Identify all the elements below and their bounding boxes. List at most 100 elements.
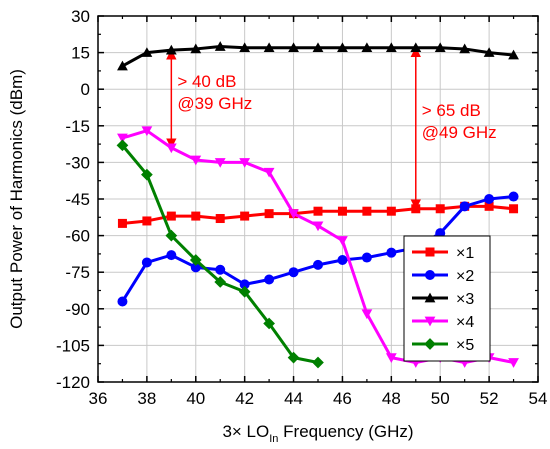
marker-circle bbox=[166, 250, 177, 261]
y-tick-label: 15 bbox=[71, 44, 90, 63]
y-tick-label: -75 bbox=[65, 263, 90, 282]
marker-circle bbox=[215, 264, 226, 275]
series bbox=[116, 41, 519, 369]
x-tick-label: 50 bbox=[431, 389, 450, 408]
marker-triangle-up bbox=[508, 49, 519, 60]
marker-diamond bbox=[189, 254, 202, 266]
ticks: 36 38 40 42 44 46 48 50 52 54 30 15 0 -15 -30 -45 -60 -75… bbox=[56, 7, 547, 408]
legend-label: ×2 bbox=[456, 268, 474, 285]
marker-triangle-up bbox=[410, 42, 422, 53]
marker-triangle-up bbox=[361, 42, 373, 53]
marker-triangle-down bbox=[508, 358, 519, 368]
marker-triangle-down bbox=[263, 167, 275, 178]
x-tick-label: 36 bbox=[89, 389, 108, 408]
marker-circle bbox=[117, 296, 128, 307]
marker-circle bbox=[459, 201, 470, 212]
marker-triangle-down bbox=[165, 143, 177, 154]
y-tick-label: -120 bbox=[56, 373, 90, 392]
marker-square bbox=[264, 209, 274, 219]
marker-triangle-down bbox=[190, 155, 202, 166]
x-tick-label: 40 bbox=[186, 389, 205, 408]
marker-diamond bbox=[165, 229, 178, 242]
marker-square bbox=[117, 218, 127, 228]
marker-square bbox=[484, 201, 494, 211]
x-tick-label: 54 bbox=[529, 389, 548, 408]
x-tick-label: 42 bbox=[235, 389, 254, 408]
marker-square bbox=[411, 204, 421, 214]
annotation-text-line1: > 65 dB bbox=[422, 101, 481, 120]
marker-circle bbox=[239, 279, 250, 290]
y-tick-label: -15 bbox=[65, 117, 90, 136]
marker-diamond bbox=[263, 317, 275, 330]
marker-triangle-down bbox=[141, 126, 153, 137]
marker-diamond bbox=[238, 285, 251, 298]
annotations: > 40 dB @39 GHz > 65 dB @49 GHz bbox=[166, 46, 497, 210]
marker-square bbox=[425, 247, 435, 257]
marker-diamond bbox=[214, 276, 227, 288]
marker-triangle-up bbox=[190, 43, 202, 54]
marker-triangle-down bbox=[288, 209, 299, 220]
legend-label: ×4 bbox=[456, 314, 474, 331]
marker-triangle-up bbox=[141, 47, 153, 57]
series-triangle-up bbox=[117, 41, 519, 71]
marker-circle bbox=[313, 259, 323, 270]
marker-triangle-down bbox=[312, 221, 324, 232]
marker-square bbox=[240, 211, 250, 221]
y-tick-label: -45 bbox=[65, 190, 90, 209]
marker-square bbox=[142, 216, 152, 226]
marker-triangle-up bbox=[424, 292, 436, 303]
marker-triangle-up bbox=[165, 44, 177, 55]
annotation-text-line2: @49 GHz bbox=[422, 123, 497, 142]
marker-circle bbox=[508, 191, 519, 202]
marker-triangle-down bbox=[424, 316, 436, 327]
marker-triangle-up bbox=[117, 60, 128, 71]
marker-diamond bbox=[287, 351, 300, 364]
marker-triangle-down bbox=[239, 158, 251, 168]
marker-square bbox=[386, 206, 396, 216]
x-tick-label: 44 bbox=[284, 389, 303, 408]
marker-diamond bbox=[424, 338, 436, 350]
marker-diamond bbox=[141, 168, 153, 181]
x-tick-label: 46 bbox=[333, 389, 352, 408]
marker-triangle-down bbox=[337, 236, 348, 246]
marker-circle bbox=[264, 274, 275, 285]
legend: ×1 ×2 ×3 ×4 ×5 bbox=[403, 235, 491, 362]
annotation-text-line2: @39 GHz bbox=[177, 94, 252, 113]
y-tick-label: 30 bbox=[71, 7, 90, 26]
marker-circle bbox=[190, 262, 201, 273]
x-tick-label: 38 bbox=[137, 389, 156, 408]
marker-triangle-down bbox=[361, 309, 373, 320]
marker-circle bbox=[484, 194, 495, 204]
series-line bbox=[121, 144, 319, 364]
x-tick-label: 52 bbox=[480, 389, 499, 408]
marker-square bbox=[509, 204, 519, 214]
marker-circle bbox=[361, 252, 372, 263]
marker-triangle-up bbox=[385, 42, 397, 53]
y-tick-label: -60 bbox=[65, 227, 90, 246]
marker-square bbox=[215, 214, 225, 224]
y-tick-label: 0 bbox=[81, 80, 90, 99]
x-axis-title: 3× LOIn Frequency (GHz) bbox=[222, 422, 413, 445]
marker-square bbox=[337, 206, 347, 216]
annotation-text-line1: > 40 dB bbox=[177, 72, 236, 91]
x-axis-title-suffix: Frequency (GHz) bbox=[278, 422, 413, 441]
legend-label: ×3 bbox=[456, 291, 474, 308]
marker-circle bbox=[337, 255, 348, 265]
marker-square bbox=[435, 204, 445, 214]
marker-circle bbox=[141, 257, 152, 268]
marker-triangle-up bbox=[263, 42, 275, 53]
y-axis-title: Output Power of Harmonics (dBm) bbox=[7, 69, 26, 329]
marker-square bbox=[166, 211, 176, 221]
marker-square bbox=[191, 211, 201, 221]
marker-circle bbox=[386, 247, 397, 258]
y-tick-label: -30 bbox=[65, 153, 90, 172]
marker-diamond bbox=[312, 356, 324, 369]
marker-square bbox=[313, 206, 323, 216]
y-tick-label: -105 bbox=[56, 336, 90, 355]
marker-triangle-up bbox=[483, 47, 495, 57]
legend-label: ×1 bbox=[456, 245, 474, 262]
marker-triangle-up bbox=[214, 41, 226, 51]
marker-triangle-up bbox=[434, 42, 446, 53]
marker-triangle-up bbox=[312, 42, 324, 53]
